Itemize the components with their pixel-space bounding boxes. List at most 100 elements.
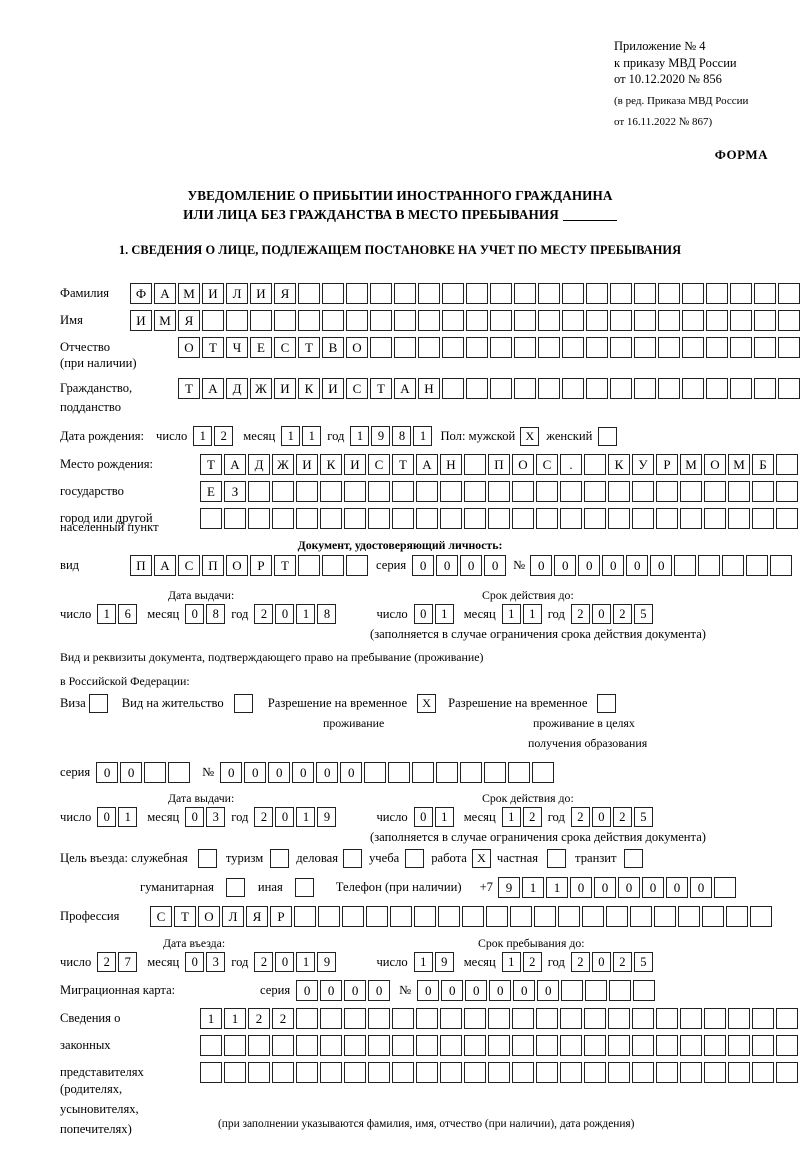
char-cell[interactable]	[224, 508, 246, 529]
char-cell[interactable]: 8	[206, 604, 226, 624]
char-cell[interactable]	[562, 310, 584, 331]
char-cell[interactable]	[512, 1062, 534, 1083]
char-cell[interactable]: 3	[206, 807, 226, 827]
char-cell[interactable]	[610, 283, 632, 304]
char-cell[interactable]: 0	[537, 980, 560, 1001]
char-cell[interactable]	[561, 980, 584, 1001]
char-cell[interactable]	[272, 481, 294, 502]
char-cell[interactable]: Р	[270, 906, 292, 927]
char-cell[interactable]: 0	[650, 555, 673, 576]
char-cell[interactable]	[680, 508, 702, 529]
char-cell[interactable]: Я	[178, 310, 200, 331]
char-cell[interactable]: Т	[202, 337, 224, 358]
char-cell[interactable]	[322, 310, 344, 331]
char-cell[interactable]: П	[130, 555, 152, 576]
char-cell[interactable]	[416, 1062, 438, 1083]
char-cell[interactable]	[322, 283, 344, 304]
char-cell[interactable]	[462, 906, 484, 927]
char-cell[interactable]	[778, 310, 800, 331]
char-cell[interactable]	[706, 310, 728, 331]
char-cell[interactable]	[728, 481, 750, 502]
char-cell[interactable]	[560, 1035, 582, 1056]
char-cell[interactable]	[488, 481, 510, 502]
char-cell[interactable]	[440, 508, 462, 529]
char-cell[interactable]	[390, 906, 412, 927]
char-cell[interactable]	[392, 1062, 414, 1083]
char-cell[interactable]	[466, 337, 488, 358]
char-cell[interactable]	[538, 378, 560, 399]
char-cell[interactable]: 2	[612, 807, 632, 827]
char-cell[interactable]	[538, 283, 560, 304]
char-cell[interactable]: 0	[185, 807, 205, 827]
char-cell[interactable]	[778, 378, 800, 399]
char-cell[interactable]	[250, 310, 272, 331]
char-cell[interactable]	[536, 508, 558, 529]
char-cell[interactable]	[344, 481, 366, 502]
char-cell[interactable]: .	[560, 454, 582, 475]
char-cell[interactable]: Т	[274, 555, 296, 576]
char-cell[interactable]	[633, 980, 656, 1001]
char-cell[interactable]: 0	[530, 555, 553, 576]
char-cell[interactable]	[658, 283, 680, 304]
sex-male-checkbox[interactable]: X	[520, 426, 540, 446]
char-cell[interactable]	[296, 508, 318, 529]
char-cell[interactable]	[658, 378, 680, 399]
char-cell[interactable]	[704, 481, 726, 502]
char-cell[interactable]: 0	[554, 555, 577, 576]
char-cell[interactable]: 0	[689, 877, 712, 898]
char-cell[interactable]: О	[704, 454, 726, 475]
char-cell[interactable]: 2	[522, 807, 542, 827]
char-cell[interactable]: 0	[602, 555, 625, 576]
char-cell[interactable]: Т	[370, 378, 392, 399]
char-cell[interactable]	[368, 481, 390, 502]
char-cell[interactable]: 0	[292, 762, 315, 783]
char-cell[interactable]	[392, 508, 414, 529]
char-cell[interactable]	[608, 481, 630, 502]
char-cell[interactable]: 1	[350, 426, 370, 446]
char-cell[interactable]: Л	[222, 906, 244, 927]
char-cell[interactable]	[746, 555, 769, 576]
char-cell[interactable]	[704, 1062, 726, 1083]
char-cell[interactable]	[632, 1062, 654, 1083]
char-cell[interactable]: 1	[545, 877, 568, 898]
char-cell[interactable]: О	[346, 337, 368, 358]
char-cell[interactable]	[532, 762, 555, 783]
char-cell[interactable]	[200, 1062, 222, 1083]
char-cell[interactable]	[488, 1062, 510, 1083]
char-cell[interactable]	[632, 1035, 654, 1056]
char-cell[interactable]: 0	[185, 604, 205, 624]
char-cell[interactable]	[412, 762, 435, 783]
char-cell[interactable]	[416, 1008, 438, 1029]
char-cell[interactable]: 0	[441, 980, 464, 1001]
char-cell[interactable]	[322, 555, 344, 576]
char-cell[interactable]	[414, 906, 436, 927]
char-cell[interactable]	[538, 337, 560, 358]
char-cell[interactable]	[682, 310, 704, 331]
char-cell[interactable]	[416, 1035, 438, 1056]
char-cell[interactable]: 0	[591, 807, 611, 827]
char-cell[interactable]	[778, 283, 800, 304]
char-cell[interactable]	[560, 481, 582, 502]
char-cell[interactable]	[514, 378, 536, 399]
char-cell[interactable]	[536, 1035, 558, 1056]
char-cell[interactable]	[168, 762, 191, 783]
char-cell[interactable]	[656, 481, 678, 502]
char-cell[interactable]: Т	[174, 906, 196, 927]
char-cell[interactable]: 2	[254, 604, 274, 624]
char-cell[interactable]	[272, 1035, 294, 1056]
char-cell[interactable]	[728, 1008, 750, 1029]
char-cell[interactable]	[584, 1008, 606, 1029]
char-cell[interactable]	[484, 762, 507, 783]
char-cell[interactable]: М	[178, 283, 200, 304]
char-cell[interactable]: 0	[617, 877, 640, 898]
char-cell[interactable]	[464, 1008, 486, 1029]
purpose-tourism-checkbox[interactable]	[270, 849, 290, 868]
char-cell[interactable]	[754, 310, 776, 331]
